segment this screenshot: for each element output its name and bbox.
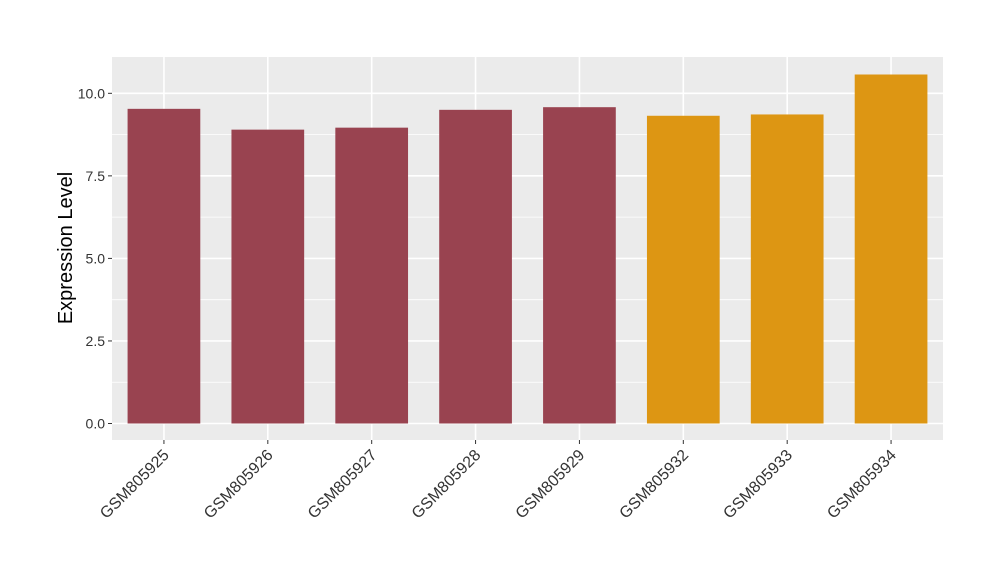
x-tick-label: GSM805928: [409, 447, 485, 523]
x-tick-label: GSM805925: [97, 447, 173, 523]
y-tick-label: 2.5: [86, 333, 106, 349]
y-axis-label: Expression Level: [55, 172, 77, 324]
y-tick-label: 5.0: [86, 250, 106, 266]
bar-GSM805929: [543, 107, 616, 424]
y-tick-label: 0.0: [86, 415, 106, 431]
bar-GSM805933: [750, 114, 824, 424]
x-tick-label: GSM805933: [720, 447, 796, 523]
y-axis: 0.0 2.5 5.0 7.5 10.0: [78, 85, 112, 431]
x-tick-label: GSM805932: [617, 447, 693, 523]
bar-GSM805927: [335, 127, 409, 424]
y-tick-label: 10.0: [78, 85, 105, 101]
bar-GSM805925: [127, 108, 201, 424]
y-tick-label: 7.5: [86, 168, 106, 184]
bar-GSM805926: [231, 129, 305, 424]
x-tick-label: GSM805926: [201, 447, 277, 523]
bar-GSM805934: [854, 74, 928, 424]
x-tick-label: GSM805929: [513, 447, 589, 523]
bars: [127, 74, 928, 424]
x-axis: GSM805925 GSM805926 GSM805927 GSM805928 GSM8…: [97, 440, 900, 522]
bar-GSM805932: [646, 115, 720, 424]
x-tick-label: GSM805934: [824, 447, 900, 523]
bar-GSM805928: [439, 109, 512, 424]
x-tick-label: GSM805927: [305, 447, 381, 523]
